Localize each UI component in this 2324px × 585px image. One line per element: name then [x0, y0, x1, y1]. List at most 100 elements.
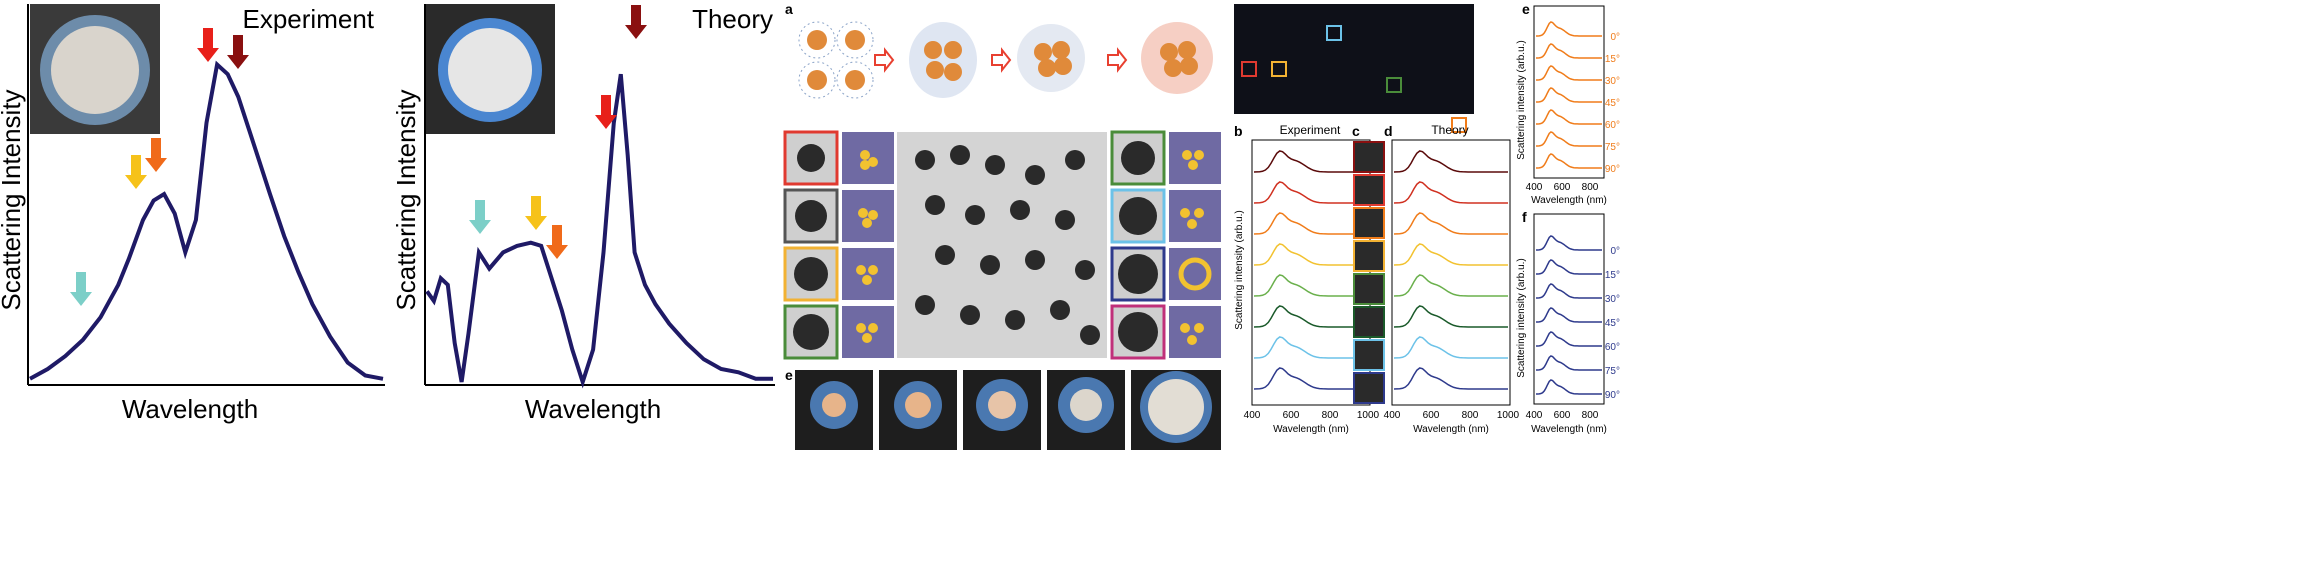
assembly-step3-cluster	[1017, 24, 1085, 92]
angle-label-e: 15°	[1605, 54, 1620, 65]
spectrum-trace	[1536, 21, 1602, 37]
stacked-spectra-f	[1536, 235, 1602, 395]
xtick-e-600: 600	[1554, 182, 1571, 193]
spectrum-trace	[1393, 305, 1508, 328]
xtick-d-800: 800	[1462, 410, 1479, 421]
spectrum-trace	[1536, 109, 1602, 125]
tem-column-c	[783, 130, 839, 360]
theory-chart: Theory Wavelength Scattering Intensity	[391, 4, 775, 424]
experiment-chart: Experiment Wavelength Scattering Intensi…	[0, 4, 385, 424]
spectrum-trace	[1536, 283, 1602, 299]
theory-panel: Theory Wavelength Scattering Intensity	[391, 0, 780, 585]
experiment-arrow-teal	[70, 272, 92, 306]
xtick-f-800: 800	[1582, 410, 1599, 421]
xtick-f-600: 600	[1554, 410, 1571, 421]
theory-arrow-yellow	[525, 196, 547, 230]
spectrum-trace	[1393, 212, 1508, 235]
theory-xlabel: Wavelength	[525, 394, 661, 424]
spectrum-trace	[1253, 212, 1368, 235]
spectrum-trace	[1536, 331, 1602, 347]
optical-image-row-e	[795, 370, 1221, 450]
angle-label-f: 0°	[1610, 246, 1620, 257]
model-column-d	[1169, 132, 1221, 358]
theory-inset-core	[448, 28, 532, 112]
experiment-arrow-yellow	[125, 155, 147, 189]
angle-label-f: 60°	[1605, 342, 1620, 353]
xtick-d-1000: 1000	[1497, 410, 1520, 421]
experiment-inset-core	[51, 26, 139, 114]
spectrum-trace	[1393, 274, 1508, 297]
spectrum-trace	[1536, 355, 1602, 371]
experiment-ylabel: Scattering Intensity	[0, 89, 26, 310]
right-label-e: e	[1522, 1, 1530, 17]
experiment-arrow-red	[197, 28, 219, 62]
experiment-arrow-darkred	[227, 35, 249, 69]
angle-label-f: 30°	[1605, 294, 1620, 305]
spectrum-trace	[1253, 150, 1368, 173]
assembly-figure: a c	[783, 0, 1230, 585]
model-column-c	[842, 132, 894, 358]
angle-label-e: 0°	[1610, 32, 1620, 43]
theory-arrow-teal	[469, 200, 491, 234]
experiment-series-line	[29, 60, 384, 381]
tem-column-d	[1110, 130, 1166, 360]
right-ylabel-f: Scattering intensity (arb.u.)	[1516, 258, 1527, 378]
angle-label-e: 30°	[1605, 76, 1620, 87]
spectrum-trace	[1536, 307, 1602, 323]
assembly-step1-particles	[798, 21, 874, 99]
assembly-svg: a c	[783, 1, 1221, 450]
darkfield-marker-red	[1241, 61, 1257, 77]
xtick-b-800: 800	[1322, 410, 1339, 421]
right-title-experiment: Experiment	[1280, 123, 1341, 137]
spectrum-trace	[1536, 87, 1602, 103]
angle-label-f: 45°	[1605, 318, 1620, 329]
angle-label-f: 90°	[1605, 390, 1620, 401]
theory-arrow-orange	[546, 225, 568, 259]
right-label-d: d	[1384, 123, 1393, 139]
spectra-frame-e	[1533, 5, 1605, 179]
darkfield-marker-blue	[1326, 25, 1342, 41]
xtick-e-800: 800	[1582, 182, 1599, 193]
angle-label-e: 60°	[1605, 120, 1620, 131]
theory-arrow-darkred	[625, 5, 647, 39]
xlabel-b: Wavelength (nm)	[1273, 424, 1349, 435]
xtick-b-1000: 1000	[1357, 410, 1380, 421]
spectrum-trace	[1393, 181, 1508, 204]
tem-overview-b	[897, 132, 1107, 358]
spectrum-trace	[1393, 150, 1508, 173]
xtick-b-400: 400	[1244, 410, 1261, 421]
right-label-f: f	[1522, 209, 1527, 225]
darkfield-marker-gold	[1271, 61, 1287, 77]
stacked-spectra-e	[1536, 21, 1602, 169]
middle-label-e: e	[785, 367, 793, 383]
assembly-arrow-2	[991, 47, 1012, 73]
spectrum-trace	[1253, 181, 1368, 204]
theory-series-line	[425, 73, 773, 389]
spectra-frame-f	[1533, 213, 1605, 405]
spectrum-trace	[1253, 336, 1368, 359]
middle-label-a: a	[785, 1, 793, 17]
angle-label-e: 90°	[1605, 164, 1620, 175]
right-ylabel-b: Scattering intensity (arb.u.)	[1234, 210, 1245, 330]
theory-arrow-red	[595, 95, 617, 129]
spectrum-trace	[1393, 243, 1508, 266]
spectrum-trace	[1536, 235, 1602, 251]
spectra-svg: a b Experiment c d Theory Scattering int…	[1234, 1, 1620, 435]
theory-ylabel: Scattering Intensity	[391, 89, 421, 310]
experiment-xlabel: Wavelength	[122, 394, 258, 424]
xtick-b-600: 600	[1283, 410, 1300, 421]
xtick-f-400: 400	[1526, 410, 1543, 421]
xtick-d-400: 400	[1384, 410, 1401, 421]
xtick-e-400: 400	[1526, 182, 1543, 193]
darkfield-marker-green	[1386, 77, 1402, 93]
spectrum-trace	[1536, 259, 1602, 275]
experiment-panel: Experiment Wavelength Scattering Intensi…	[0, 0, 385, 585]
theory-title: Theory	[692, 4, 773, 34]
angle-label-e: 75°	[1605, 142, 1620, 153]
spectra-figure: a b Experiment c d Theory Scattering int…	[1232, 0, 2324, 585]
darkfield-image-a	[1234, 4, 1474, 114]
right-ylabel-e: Scattering intensity (arb.u.)	[1516, 40, 1527, 160]
spectra-frame-d	[1391, 139, 1511, 406]
xtick-d-600: 600	[1423, 410, 1440, 421]
sem-thumbnail-column-c	[1353, 141, 1385, 404]
